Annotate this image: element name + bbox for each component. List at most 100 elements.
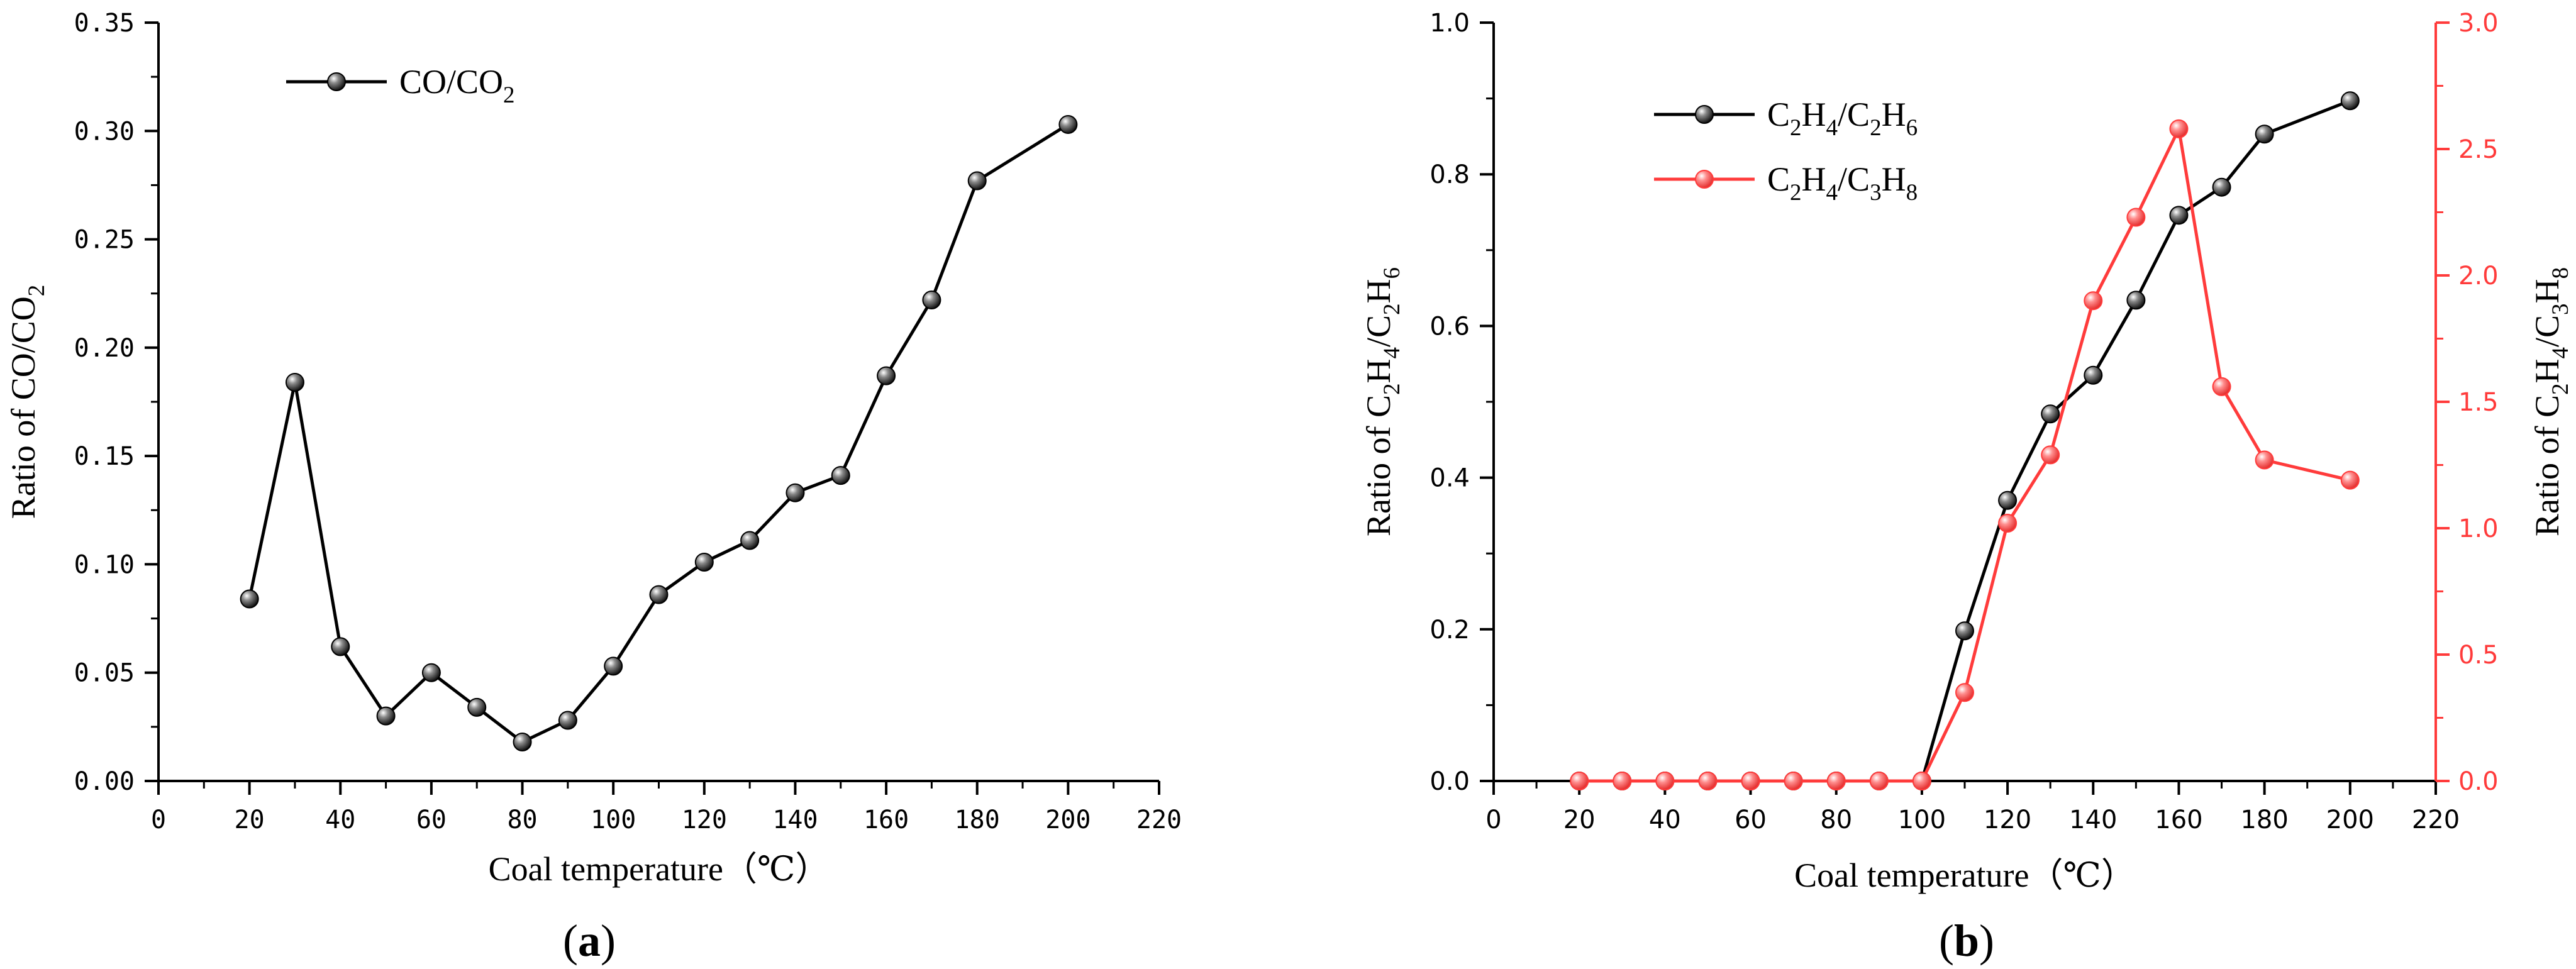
y-tick-label: 0.6	[1430, 312, 1470, 341]
data-point	[1784, 772, 1803, 790]
y-axis-label: Ratio of CO/CO2	[4, 285, 50, 519]
data-point	[2126, 291, 2146, 310]
y-right-tick-label: 1.5	[2458, 388, 2499, 417]
data-point	[649, 585, 669, 604]
x-tick-label: 220	[2412, 806, 2460, 834]
x-tick-label: 220	[1136, 806, 1182, 834]
y-axis-label: Ratio of C2H4/C2H6	[1360, 267, 1405, 536]
data-point	[376, 706, 396, 726]
y-right-tick-label: 2.5	[2458, 135, 2499, 164]
panel-label: (a)	[563, 916, 616, 966]
y-tick-label: 0.05	[74, 659, 135, 688]
legend-marker	[1695, 105, 1714, 124]
x-tick-label: 80	[507, 806, 537, 834]
y-tick-label: 0.20	[74, 334, 135, 363]
data-point	[467, 697, 487, 717]
legend-marker	[327, 72, 346, 91]
y-tick-label: 1.0	[1430, 9, 1470, 38]
y-tick-label: 0.8	[1430, 160, 1470, 189]
data-point	[1570, 772, 1589, 790]
y-tick-label: 0.35	[74, 9, 135, 38]
data-point	[2084, 365, 2103, 385]
legend-label: C2H4/C2H6	[1767, 96, 1918, 141]
y-axis-label-right: Ratio of C2H4/C3H8	[2528, 267, 2573, 536]
chart-panel-a: 0 20 40 60 80 100 120 140 160 180 200 220 0.00 0.05 0.…	[4, 9, 1182, 966]
x-tick-label: 40	[325, 806, 355, 834]
data-point	[967, 171, 987, 191]
data-point	[604, 656, 623, 676]
x-tick-label: 20	[1563, 806, 1596, 834]
data-point	[1955, 621, 1974, 641]
x-tick-label: 120	[1984, 806, 2031, 834]
x-tick-label: 80	[1820, 806, 1852, 834]
x-tick-label: 100	[591, 806, 636, 834]
data-point	[2084, 291, 2103, 311]
y-tick-label: 0.30	[74, 117, 135, 146]
x-tick-label: 180	[2240, 806, 2288, 834]
data-point	[331, 637, 350, 656]
data-point	[922, 291, 941, 310]
data-point	[1613, 772, 1632, 790]
y-right-tick-label: 0.0	[2458, 767, 2499, 796]
data-point	[2255, 450, 2274, 470]
data-point	[1998, 490, 2018, 510]
x-axis-label: Coal temperature（℃）	[489, 850, 830, 888]
data-point	[2340, 470, 2360, 490]
y-tick-label: 0.0	[1430, 767, 1470, 796]
data-point	[1655, 772, 1675, 790]
chart-panel-b: 0 20 40 60 80 100 120 140 160 180 200 220 0.0 0.2 0.4 0…	[1360, 9, 2573, 966]
data-point	[2126, 208, 2146, 227]
data-point	[1058, 114, 1078, 134]
x-tick-label: 140	[2069, 806, 2117, 834]
legend-label: C2H4/C3H8	[1767, 160, 1918, 206]
panel-label: (b)	[1939, 916, 1994, 966]
y-right-tick-label: 2.0	[2458, 262, 2499, 291]
data-point	[1912, 772, 1931, 790]
x-tick-label: 40	[1649, 806, 1681, 834]
y-tick-label: 0.00	[74, 767, 135, 796]
y-right-tick-label: 1.0	[2458, 514, 2499, 543]
y-tick-label: 0.4	[1430, 464, 1470, 493]
x-tick-label: 200	[1045, 806, 1091, 834]
x-axis-label: Coal temperature（℃）	[1794, 856, 2135, 894]
x-tick-label: 200	[2326, 806, 2374, 834]
data-point	[558, 711, 577, 730]
x-tick-label: 100	[1898, 806, 1946, 834]
data-point	[740, 531, 760, 550]
data-point	[1869, 772, 1889, 790]
data-point	[2169, 206, 2189, 225]
y-tick-label: 0.15	[74, 442, 135, 471]
y-right-tick-label: 0.5	[2458, 641, 2499, 670]
data-point	[694, 552, 714, 572]
data-point	[1955, 683, 1974, 702]
data-point	[2212, 177, 2231, 197]
legend-label: CO/CO2	[399, 63, 515, 108]
y-right-tick-label: 3.0	[2458, 9, 2499, 38]
x-tick-label: 0	[151, 806, 166, 834]
data-point	[786, 483, 805, 502]
x-tick-label: 60	[1735, 806, 1767, 834]
data-point	[240, 589, 259, 609]
data-point	[285, 372, 304, 392]
y-tick-label: 0.10	[74, 550, 135, 579]
data-point	[513, 732, 532, 751]
data-point	[1998, 513, 2018, 533]
y-tick-label: 0.25	[74, 226, 135, 255]
data-point	[421, 663, 441, 682]
series-line-1	[248, 123, 1069, 744]
data-point	[2041, 445, 2060, 465]
x-tick-label: 0	[1485, 806, 1501, 834]
data-point	[1741, 772, 1760, 790]
data-point	[1698, 772, 1718, 790]
x-tick-label: 20	[235, 806, 265, 834]
data-point	[2255, 125, 2274, 144]
series-line-1	[1579, 99, 2351, 783]
data-point	[2169, 119, 2189, 138]
y-tick-label: 0.2	[1430, 616, 1470, 645]
x-tick-label: 60	[416, 806, 447, 834]
x-tick-label: 180	[955, 806, 1000, 834]
data-point	[831, 466, 850, 485]
x-tick-label: 160	[863, 806, 909, 834]
data-point	[1826, 772, 1846, 790]
